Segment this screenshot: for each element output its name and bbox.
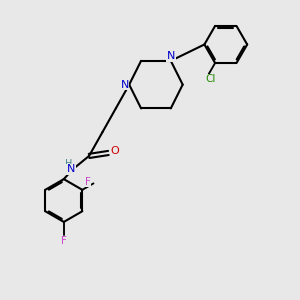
Text: F: F (61, 236, 67, 246)
Text: H: H (65, 159, 73, 169)
Text: F: F (85, 177, 91, 187)
Text: N: N (121, 80, 129, 90)
Text: N: N (67, 164, 75, 174)
Text: O: O (111, 146, 119, 157)
Text: Cl: Cl (205, 74, 215, 85)
Text: N: N (167, 51, 175, 62)
